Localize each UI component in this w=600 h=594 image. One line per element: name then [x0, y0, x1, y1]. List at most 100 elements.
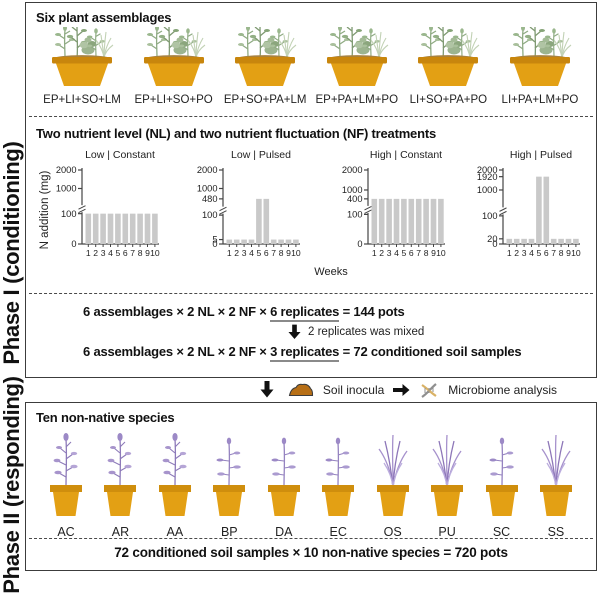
svg-text:20: 20 — [487, 234, 497, 244]
microbiome-label: Microbiome analysis — [448, 382, 557, 397]
bar — [129, 213, 136, 244]
bar — [285, 239, 292, 244]
svg-text:8: 8 — [279, 248, 284, 258]
species-label: SS — [547, 525, 565, 539]
svg-text:3: 3 — [387, 248, 392, 258]
assemblage-label: EP+PA+LM+PO — [315, 94, 399, 106]
svg-text:5: 5 — [402, 248, 407, 258]
species-pot: AR — [96, 427, 144, 539]
svg-text:10: 10 — [436, 248, 446, 258]
svg-text:2000: 2000 — [56, 165, 77, 175]
down-arrow-icon — [260, 381, 274, 398]
svg-text:2: 2 — [234, 248, 239, 258]
bar — [293, 239, 299, 244]
assemblage-pot: LI+SO+PA+PO — [406, 27, 490, 106]
svg-text:9: 9 — [286, 248, 291, 258]
assemblage-label: LI+SO+PA+PO — [409, 94, 488, 106]
potted-plant-icon — [104, 432, 137, 516]
svg-text:2: 2 — [514, 248, 519, 258]
species-pot: EC — [314, 427, 362, 539]
svg-text:2: 2 — [379, 248, 384, 258]
assemblage-row: EP+LI+SO+LM EP+LI+SO+PO EP+SO+PA+LM EP+PA+L… — [26, 27, 596, 106]
species-pot: AC — [42, 427, 90, 539]
species-label: PU — [438, 525, 456, 539]
svg-text:1000: 1000 — [342, 185, 363, 195]
bar — [107, 213, 114, 244]
bar — [393, 198, 400, 244]
potted-plant-icon — [213, 436, 246, 516]
species-title: Ten non-native species — [36, 410, 175, 425]
formula1-prefix: 6 assemblages × 2 NL × 2 NF × — [83, 304, 271, 319]
species-label: DA — [275, 525, 293, 539]
svg-text:8: 8 — [424, 248, 429, 258]
bar — [371, 198, 378, 244]
svg-text:5: 5 — [116, 248, 121, 258]
svg-text:400: 400 — [347, 194, 363, 204]
bar — [521, 238, 527, 244]
svg-text:1: 1 — [227, 248, 232, 258]
formula2-suffix: = 72 conditioned soil samples — [339, 344, 522, 359]
mixed-note: 2 replicates was mixed — [308, 326, 425, 338]
svg-text:3: 3 — [242, 248, 247, 258]
assemblage-pot: EP+SO+PA+LM — [223, 27, 307, 106]
nutrient-chart-high-pulsed: High | Pulsed 0 20 100 1000 1920 2000 1 2 3 4 5 6 7 8 9… — [477, 149, 583, 266]
bar — [256, 198, 262, 244]
assemblage-pot: EP+LI+SO+PO — [132, 27, 216, 106]
separator-dashed-2 — [29, 293, 593, 294]
planter-plants-icon — [223, 27, 307, 88]
svg-text:4: 4 — [249, 248, 254, 258]
phase1-label: Phase I (conditioning) — [0, 141, 24, 365]
bar — [152, 213, 158, 244]
svg-text:4: 4 — [529, 248, 534, 258]
bar — [122, 213, 129, 244]
chart-title: High | Pulsed — [509, 149, 573, 161]
species-pot: BP — [205, 427, 253, 539]
bar — [115, 213, 121, 244]
svg-text:100: 100 — [347, 210, 363, 220]
svg-text:8: 8 — [138, 248, 143, 258]
svg-text:10: 10 — [571, 248, 581, 258]
formula2-prefix: 6 assemblages × 2 NL × 2 NF × — [83, 344, 271, 359]
potted-plant-icon — [322, 436, 355, 516]
potted-plant-icon — [485, 436, 518, 516]
bar — [430, 198, 437, 244]
bar — [558, 238, 564, 244]
assemblages-title: Six plant assemblages — [36, 10, 172, 25]
species-row: AC AR AA BP DA EC OS PU SC SS — [26, 427, 596, 539]
svg-text:1: 1 — [372, 248, 377, 258]
bar — [85, 213, 92, 244]
nutrient-chart-low-constant: Low | Constant 0 100 1000 2000 1 2 3 4 5 6 7 8 9 10 — [56, 149, 162, 266]
bar — [536, 176, 542, 244]
formula-line-1: 6 assemblages × 2 NL × 2 NF × 6 replicat… — [26, 304, 596, 322]
down-arrow-icon — [288, 324, 301, 339]
assemblage-label: LI+PA+LM+PO — [501, 94, 579, 106]
formula-block: 6 assemblages × 2 NL × 2 NF × 6 replicat… — [26, 304, 596, 362]
nutrient-chart-low-pulsed: Low | Pulsed 0 5 100 480 1000 2000 1 2 3 4 5 6 7 8 9 10 — [197, 149, 303, 266]
svg-text:6: 6 — [409, 248, 414, 258]
svg-text:1000: 1000 — [197, 184, 218, 194]
species-label: SC — [492, 525, 511, 539]
bar — [573, 238, 579, 244]
species-label: AA — [166, 525, 184, 539]
svg-text:1000: 1000 — [477, 185, 498, 195]
chart-title: Low | Constant — [85, 149, 155, 161]
bar — [543, 176, 550, 244]
svg-text:100: 100 — [202, 210, 218, 220]
potted-plant-icon — [539, 434, 572, 516]
bar — [137, 213, 143, 244]
soil-flow-row: Soil inocula Microbiome analysis — [25, 378, 597, 401]
species-label: AR — [111, 525, 130, 539]
svg-text:100: 100 — [482, 211, 498, 221]
svg-text:7: 7 — [271, 248, 276, 258]
potted-plant-icon — [376, 434, 409, 516]
bar-chart-svg: 0 100 1000 2000 1 2 3 4 5 6 7 8 9 10 — [56, 165, 160, 258]
svg-text:1: 1 — [507, 248, 512, 258]
svg-text:2000: 2000 — [197, 165, 218, 175]
species-pot: DA — [260, 427, 308, 539]
planter-plants-icon — [132, 27, 216, 88]
assemblage-label: EP+SO+PA+LM — [223, 94, 307, 106]
bar — [528, 238, 535, 244]
svg-text:1000: 1000 — [56, 184, 77, 194]
bar — [278, 239, 284, 244]
